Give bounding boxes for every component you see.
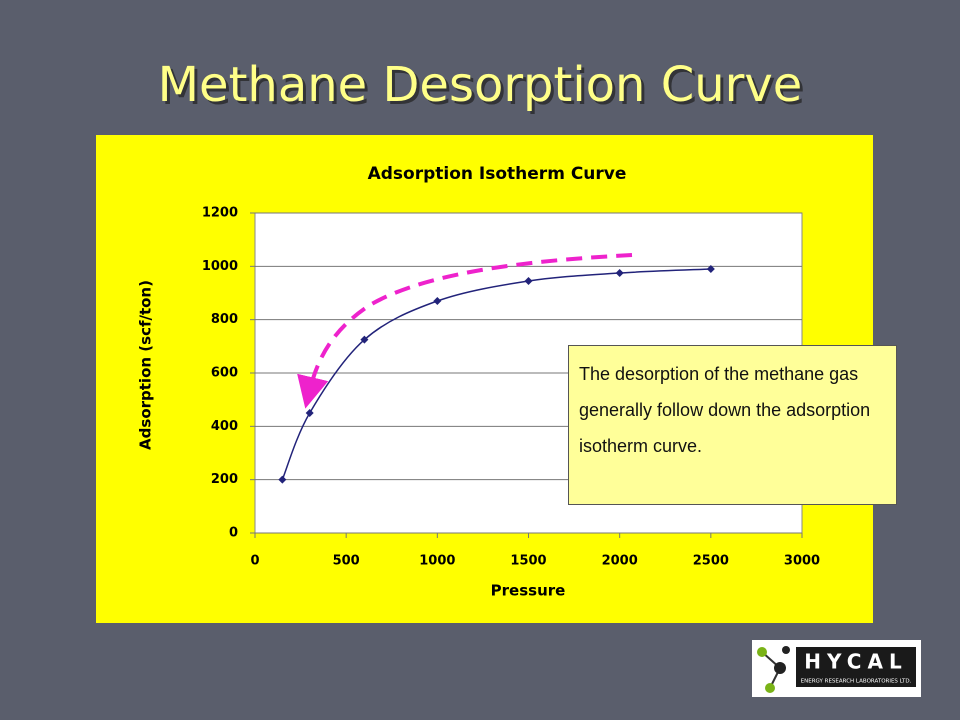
data-point: [706, 265, 715, 273]
x-tick-label: 1500: [510, 554, 546, 569]
data-point: [524, 277, 533, 285]
x-tick-label: 1000: [419, 554, 455, 569]
desorption-arrow: [297, 253, 633, 409]
data-point: [305, 409, 314, 417]
y-tick-label: 200: [211, 472, 238, 487]
x-tick-label: 3000: [784, 554, 820, 569]
x-axis-label: Pressure: [491, 582, 566, 600]
y-tick-label: 0: [229, 526, 238, 541]
data-point: [278, 475, 287, 484]
data-point: [433, 297, 442, 305]
slide-title: Methane Desorption Curve: [158, 57, 803, 113]
y-axis-label: Adsorption (scf/ton): [137, 280, 155, 450]
x-tick-label: 2500: [693, 554, 729, 569]
logo-name: HYCAL: [804, 650, 907, 674]
logo-molecule: [757, 646, 790, 693]
x-tick-label: 2000: [602, 554, 638, 569]
x-tick-label: 500: [333, 554, 360, 569]
data-point: [360, 335, 369, 344]
logo-subtitle: ENERGY RESEARCH LABORATORIES LTD.: [801, 679, 912, 685]
y-tick-label: 1000: [202, 259, 238, 274]
logo-plate: [796, 647, 916, 687]
x-tick-label: 0: [250, 554, 259, 569]
title-shadow: Methane Desorption Curve: [161, 60, 806, 116]
data-point: [615, 269, 624, 277]
chart-title: Adsorption Isotherm Curve: [368, 164, 627, 184]
y-tick-label: 600: [211, 366, 238, 381]
callout: The desorption of the methane gas genera…: [568, 345, 897, 505]
y-tick-label: 1200: [202, 206, 238, 221]
y-tick-label: 400: [211, 419, 238, 434]
y-tick-label: 800: [211, 312, 238, 327]
